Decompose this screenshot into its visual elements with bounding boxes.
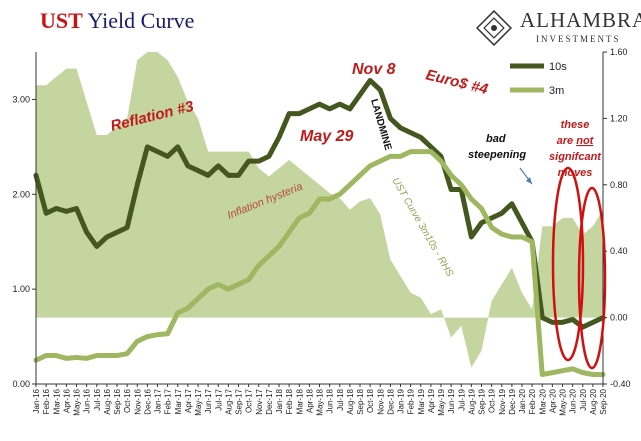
x-tick-label: Mar-20: [538, 388, 547, 414]
x-tick-label: Dec-18: [386, 388, 395, 414]
annotation-bad-steepening-2: steepening: [468, 149, 526, 161]
y-left-tick-label: 2.00: [12, 189, 30, 199]
highlight-ellipse-1: [551, 166, 585, 362]
x-tick-label: Jun-17: [204, 388, 213, 413]
x-tick-label: May-20: [559, 388, 568, 415]
x-tick-label: Apr-18: [305, 388, 314, 413]
alhambra-logo: ALHAMBRA INVESTMENTS: [466, 6, 641, 50]
x-tick-label: Feb-18: [285, 388, 294, 414]
x-tick-label: Jun-16: [83, 388, 92, 413]
x-tick-label: Jun-18: [326, 388, 335, 413]
x-tick-label: May-16: [73, 388, 82, 415]
x-tick-label: Apr-19: [427, 388, 436, 413]
page-title: UST Yield Curve: [40, 8, 194, 34]
x-tick-label: Sep-20: [599, 388, 608, 414]
x-tick-label: Oct-18: [366, 388, 375, 413]
legend-layer: 10s 3m: [510, 61, 567, 97]
logo-name: ALHAMBRA: [520, 8, 641, 32]
annotation-may29: May 29: [300, 128, 353, 145]
x-tick-label: May-17: [194, 388, 203, 415]
x-tick-label: Nov-17: [255, 388, 264, 414]
x-tick-label: Mar-18: [295, 388, 304, 414]
y-right-tick-label: 0.00: [610, 313, 628, 323]
x-tick-label: Aug-16: [103, 388, 112, 414]
x-tick-label: Sep-19: [478, 388, 487, 414]
logo-subtitle: INVESTMENTS: [536, 34, 621, 44]
x-tick-label: Jul-19: [457, 388, 466, 410]
x-tick-label: Dec-19: [508, 388, 517, 414]
annotation-bad-steepening-1: bad: [486, 133, 506, 145]
y-right-tick-label: 0.40: [610, 246, 628, 256]
annotation-eurodollar: Euro$ #4: [424, 66, 490, 98]
series-line-3m: [33, 149, 606, 378]
x-tick-label: Aug-18: [346, 388, 355, 414]
x-tick-label: Jan-20: [518, 388, 527, 413]
x-tick-label: Aug-19: [467, 388, 476, 414]
x-tick-label: Jul-17: [214, 388, 223, 410]
legend-label-3m: 3m: [549, 85, 564, 97]
x-tick-label: Dec-16: [143, 388, 152, 414]
x-tick-label: Oct-16: [123, 388, 132, 413]
legend-label-10s: 10s: [549, 61, 567, 73]
y-left-tick-label: 3.00: [12, 94, 30, 104]
x-tick-label: Jan-19: [397, 388, 406, 413]
x-tick-label: Nov-16: [133, 388, 142, 414]
x-tick-label: Jul-20: [579, 388, 588, 410]
y-right-tick-label: 1.60: [610, 47, 628, 57]
x-tick-label: Mar-19: [417, 388, 426, 414]
title-prefix: UST: [40, 8, 83, 33]
x-tick-label: Nov-18: [376, 388, 385, 414]
x-tick-label: May-18: [316, 388, 325, 415]
diamond-logo-icon: [476, 10, 512, 46]
x-tick-label: Sep-17: [235, 388, 244, 414]
title-rest: Yield Curve: [82, 8, 195, 33]
y-right-tick-label: 0.80: [610, 180, 628, 190]
x-tick-label: Oct-19: [488, 388, 497, 413]
highlight-ellipse-2: [577, 186, 607, 370]
x-tick-label: Apr-20: [548, 388, 557, 413]
annotation-not-significant-line: signifcant: [549, 151, 602, 163]
series-area-ust-curve: [36, 52, 603, 368]
x-tick-label: Aug-17: [224, 388, 233, 414]
x-tick-label: Feb-20: [528, 388, 537, 414]
y-right-tick-label: 1.20: [610, 113, 628, 123]
x-tick-label: Jan-18: [275, 388, 284, 413]
x-tick-label: Jul-16: [93, 388, 102, 410]
x-tick-label: Sep-16: [113, 388, 122, 414]
x-tick-label: Mar-17: [174, 388, 183, 414]
y-left-tick-label: 1.00: [12, 284, 30, 294]
x-tick-label: Jul-18: [336, 388, 345, 410]
y-right-tick-label: -0.40: [610, 379, 631, 389]
x-tick-label: Jan-16: [32, 388, 41, 413]
x-tick-label: Jan-17: [154, 388, 163, 413]
annotation-nov8: Nov 8: [352, 61, 396, 78]
x-tick-label: Apr-16: [62, 388, 71, 413]
x-tick-label: Mar-16: [52, 388, 61, 414]
curve-area-layer: [36, 52, 603, 368]
x-tick-label: Apr-17: [184, 388, 193, 413]
x-tick-label: Aug-20: [589, 388, 598, 414]
series-lines-layer: [33, 77, 606, 378]
series-line-10s: [33, 77, 606, 330]
annotation-ust-curve: UST Curve 3m10s - RHS: [389, 176, 455, 279]
x-tick-label: Jun-20: [569, 388, 578, 413]
x-tick-label: Feb-17: [164, 388, 173, 414]
x-tick-label: Feb-19: [407, 388, 416, 414]
annotation-not-significant-line: these: [561, 119, 590, 131]
x-tick-label: Oct-17: [245, 388, 254, 413]
annotation-landmine: LANDMINE: [368, 98, 393, 152]
bad-steepening-arrowhead: [526, 177, 532, 184]
x-tick-label: Dec-17: [265, 388, 274, 414]
y-left-tick-label: 0.00: [12, 379, 30, 389]
annotation-not-significant-line: are not: [557, 135, 595, 147]
x-tick-label: May-19: [437, 388, 446, 415]
x-tick-label: Nov-19: [498, 388, 507, 414]
x-tick-label: Feb-16: [42, 388, 51, 414]
x-tick-label: Jun-19: [447, 388, 456, 413]
x-tick-label: Sep-18: [356, 388, 365, 414]
